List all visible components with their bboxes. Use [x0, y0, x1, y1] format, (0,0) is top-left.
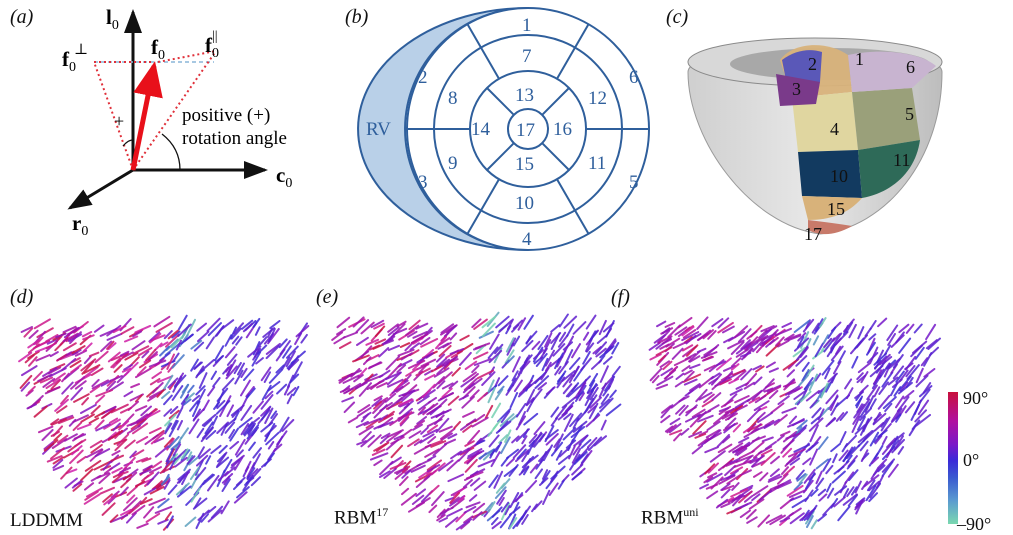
- heart-segment-2: 2: [808, 54, 817, 74]
- axis-c-label: c0: [276, 163, 292, 191]
- heart-segment-3: 3: [792, 79, 801, 99]
- panel-a-diagram: l0 c0 r0 f0⊥ f0 f0|| + positive (+) rota…: [62, 5, 292, 239]
- axis-r-label: r0: [72, 211, 88, 239]
- heart-segment-10: 10: [830, 166, 848, 186]
- segment-7: 7: [522, 46, 532, 67]
- segment-6: 6: [629, 67, 639, 88]
- heart-segment-5: 5: [905, 104, 914, 124]
- colorbar-bottom-label: –90°: [957, 514, 992, 534]
- panel-label-a: (a): [10, 6, 34, 28]
- rv-label: RV: [366, 119, 391, 140]
- fiber-render-rbm17: [331, 311, 622, 531]
- heart-segmentation-image: 1 2 3 4 5 6 10 11 15 17: [687, 37, 943, 244]
- rotation-text-1: positive (+): [182, 105, 270, 126]
- ring-apex: [507, 108, 549, 150]
- panel-label-c: (c): [666, 6, 689, 28]
- method-label-rbm17: RBM17: [334, 505, 389, 529]
- axis-l-label: l0: [106, 5, 119, 33]
- heart-segment-1: 1: [855, 49, 864, 69]
- colorbar-mid-label: 0°: [963, 450, 980, 470]
- heart-segment-15: 15: [827, 199, 845, 219]
- f0-label: f0: [151, 35, 165, 63]
- segment-2: 2: [418, 67, 428, 88]
- rotation-text-2: rotation angle: [182, 128, 287, 149]
- bullseye-diagram: 1 2 3 4 5 6 7 8 9 10 11 12 13 14 15 16 1…: [357, 7, 650, 251]
- segment-15: 15: [515, 154, 534, 175]
- panel-label-b: (b): [345, 6, 369, 28]
- dotted-perp: [93, 61, 134, 171]
- segment-10: 10: [515, 193, 534, 214]
- segment-1: 1: [522, 15, 532, 36]
- plus-label: +: [114, 111, 124, 131]
- segment-3: 3: [418, 172, 428, 193]
- panel-label-f: (f): [611, 286, 630, 308]
- f0-arrow: [130, 61, 163, 171]
- dotted-par: [132, 50, 217, 171]
- segment-14: 14: [471, 119, 491, 140]
- heart-segment-6: 6: [906, 57, 915, 77]
- fiber-render-lddmm: [18, 314, 310, 531]
- segment-13: 13: [515, 85, 534, 106]
- angle-arc-plus: [122, 139, 134, 147]
- fiber-render-rbmuni: [648, 316, 941, 530]
- rv-region: [357, 7, 529, 251]
- panel-label-e: (e): [316, 286, 339, 308]
- panel-label-d: (d): [10, 286, 34, 308]
- angle-arc-rotation: [161, 133, 181, 171]
- heart-segment-11: 11: [893, 150, 910, 170]
- segment-12: 12: [588, 88, 607, 109]
- segment-11: 11: [588, 153, 606, 174]
- segment-16: 16: [553, 119, 572, 140]
- segment-9: 9: [448, 153, 458, 174]
- method-label-rbmuni: RBMuni: [641, 505, 699, 529]
- segment-8: 8: [448, 88, 458, 109]
- heart-segment-17: 17: [804, 224, 822, 244]
- axis-r-line: [67, 168, 134, 210]
- segment-17: 17: [516, 120, 535, 141]
- segment-5: 5: [629, 172, 639, 193]
- f-par-label: f0||: [205, 29, 219, 61]
- colorbar: [948, 392, 958, 524]
- f-perp-label: f0⊥: [62, 42, 88, 75]
- colorbar-top-label: 90°: [963, 388, 989, 408]
- segment-4: 4: [522, 229, 532, 250]
- heart-segment-4: 4: [830, 119, 839, 139]
- method-label-lddmm: LDDMM: [10, 510, 83, 531]
